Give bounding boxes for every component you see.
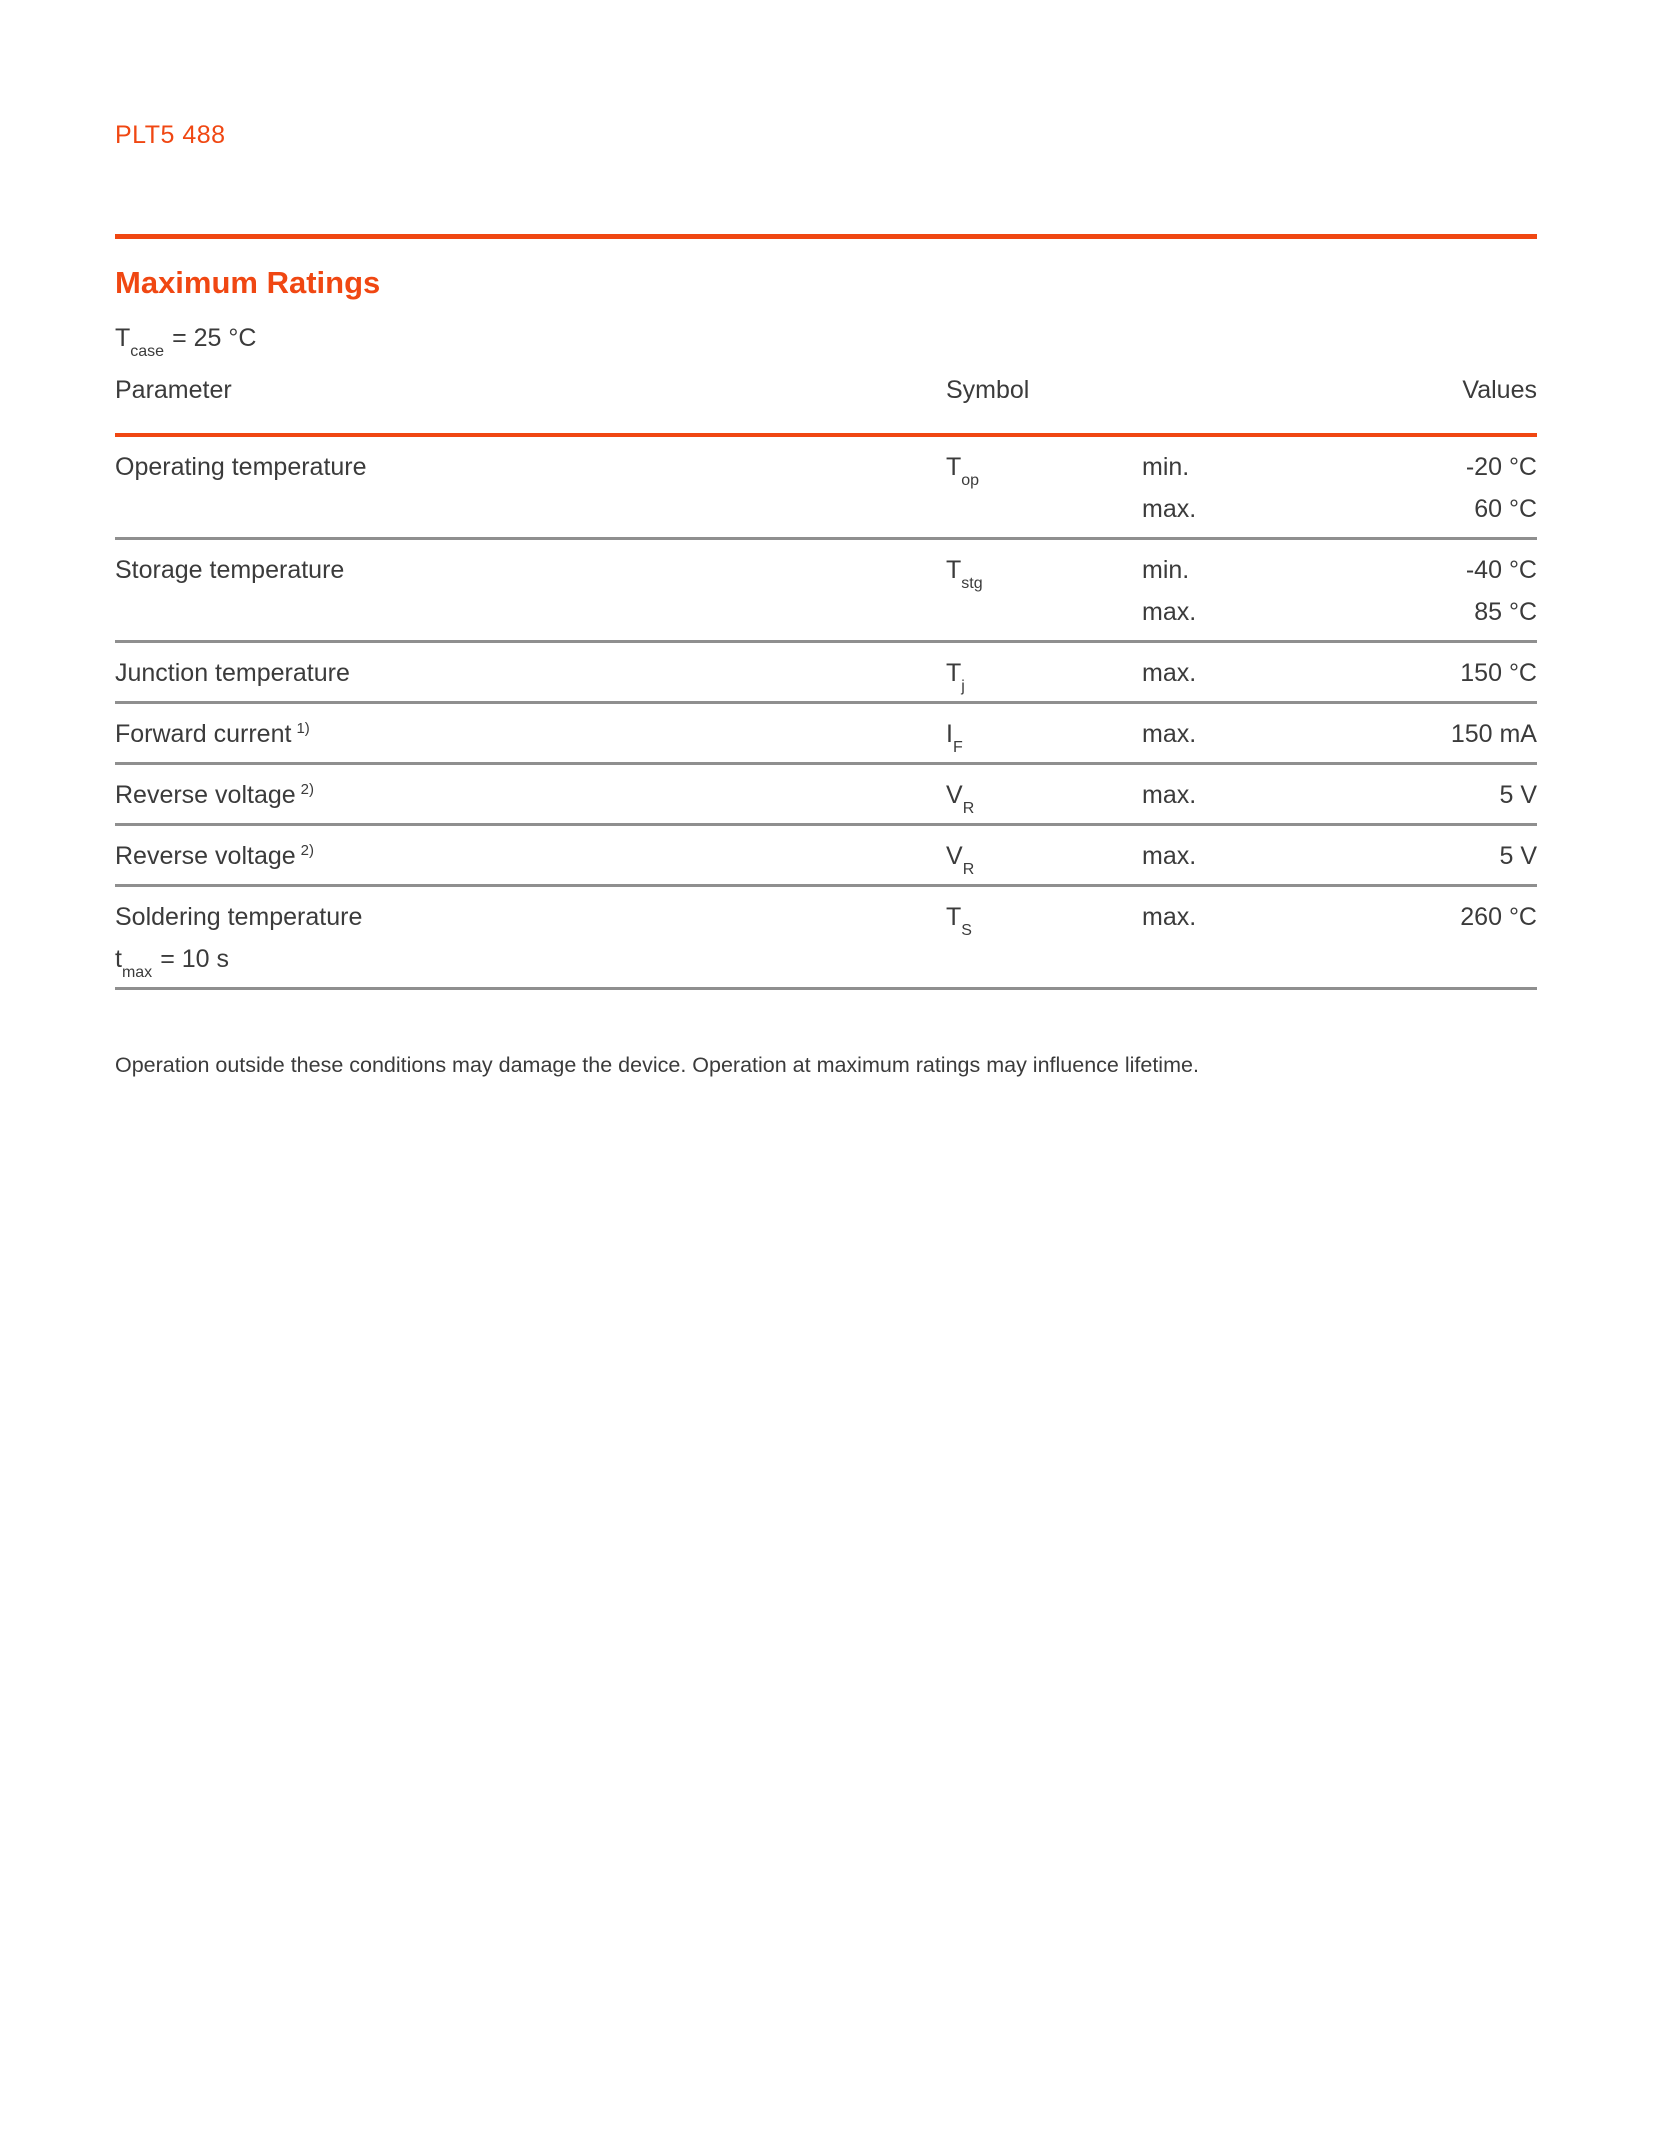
qualifier-label: max.: [1142, 781, 1197, 809]
table-header-row: Parameter Symbol Values: [115, 374, 1537, 406]
parameter-cell: Reverse voltage 2): [115, 774, 946, 816]
header-divider: [115, 234, 1537, 239]
values-cell: min. -40 °C max. 85 °C: [1142, 549, 1537, 633]
condition-value: = 10 s: [160, 945, 229, 973]
symbol-cell: IF: [946, 713, 1142, 756]
values-cell: max. 5 V: [1142, 774, 1537, 816]
table-row: Reverse voltage 2) VR max. 5 V: [115, 826, 1537, 887]
qualifier-label: max.: [1142, 495, 1197, 523]
parameter-label: Operating temperature: [115, 453, 367, 481]
value-text: 60 °C: [1474, 495, 1537, 523]
table-row: Forward current 1) IF max. 150 mA: [115, 704, 1537, 765]
operation-note: Operation outside these conditions may d…: [115, 1053, 1199, 1077]
value-text: 5 V: [1499, 842, 1537, 870]
footnote-marker: 2): [300, 841, 314, 859]
parameter-label: Forward current: [115, 720, 292, 748]
value-entry: min. -40 °C: [1142, 549, 1537, 591]
symbol-base: T: [946, 453, 962, 481]
qualifier-label: min.: [1142, 556, 1190, 584]
symbol-cell: Top: [946, 446, 1142, 530]
symbol-base: V: [946, 781, 963, 809]
condition-subscript: case: [130, 343, 165, 360]
symbol-subscript: R: [962, 861, 975, 878]
parameter-label: Junction temperature: [115, 659, 350, 687]
symbol-subscript: R: [962, 800, 975, 817]
symbol-subscript: stg: [961, 575, 983, 592]
value-entry: max. 5 V: [1142, 835, 1537, 877]
symbol-cell: VR: [946, 774, 1142, 817]
parameter-cell: Forward current 1): [115, 713, 946, 755]
parameter-cell: Reverse voltage 2): [115, 835, 946, 877]
qualifier-label: min.: [1142, 453, 1190, 481]
symbol-subscript: j: [961, 678, 965, 695]
qualifier-label: max.: [1142, 598, 1197, 626]
value-text: 85 °C: [1474, 598, 1537, 626]
parameter-cell: Storage temperature: [115, 549, 946, 633]
qualifier-label: max.: [1142, 903, 1197, 931]
value-entry: max. 260 °C: [1142, 896, 1537, 938]
page-content: PLT5 488 Maximum Ratings Tcase = 25 °C Pa…: [115, 0, 1537, 1079]
value-text: -40 °C: [1465, 556, 1537, 584]
symbol-base: T: [946, 659, 962, 687]
qualifier-label: max.: [1142, 659, 1197, 687]
symbol-base: T: [946, 903, 962, 931]
symbol-cell: Tstg: [946, 549, 1142, 633]
parameter-cell: Soldering temperature tmax = 10 s: [115, 896, 946, 981]
symbol-base: I: [946, 720, 953, 748]
column-header-values: Values: [1462, 376, 1537, 404]
parameter-label: Storage temperature: [115, 556, 345, 584]
value-entry: max. 150 °C: [1142, 652, 1537, 694]
value-entry: min. -20 °C: [1142, 446, 1537, 488]
footnote-marker: 2): [300, 780, 314, 798]
symbol-base: T: [946, 556, 962, 584]
values-cell: max. 5 V: [1142, 835, 1537, 877]
condition-subscript: max: [121, 964, 153, 981]
condition-symbol: t: [115, 945, 122, 973]
parameter-cell: Operating temperature: [115, 446, 946, 530]
symbol-subscript: S: [961, 922, 972, 939]
symbol-subscript: F: [952, 739, 963, 756]
test-condition: Tcase = 25 °C: [115, 322, 1537, 360]
symbol-cell: Tj: [946, 652, 1142, 695]
value-entry: max. 60 °C: [1142, 488, 1537, 530]
symbol-subscript: op: [961, 472, 980, 489]
section-title: Maximum Ratings: [115, 265, 381, 300]
symbol-base: V: [946, 842, 963, 870]
condition-symbol: T: [115, 324, 131, 352]
table-row: Reverse voltage 2) VR max. 5 V: [115, 765, 1537, 826]
value-text: 260 °C: [1460, 903, 1537, 931]
value-entry: max. 85 °C: [1142, 591, 1537, 633]
symbol-cell: TS: [946, 896, 1142, 980]
parameter-condition-line: tmax = 10 s: [115, 938, 946, 981]
value-text: 5 V: [1499, 781, 1537, 809]
value-text: -20 °C: [1465, 453, 1537, 481]
values-cell: max. 150 °C: [1142, 652, 1537, 694]
table-row: Storage temperature Tstg min. -40 °C max.…: [115, 540, 1537, 643]
table-row: Operating temperature Top min. -20 °C max…: [115, 437, 1537, 540]
document-id: PLT5 488: [115, 121, 226, 149]
parameter-label: Reverse voltage: [115, 842, 296, 870]
footnote-marker: 1): [296, 719, 310, 737]
column-header-symbol: Symbol: [946, 376, 1030, 404]
parameter-label-line: Soldering temperature: [115, 896, 946, 938]
qualifier-label: max.: [1142, 720, 1197, 748]
table-row: Junction temperature Tj max. 150 °C: [115, 643, 1537, 704]
parameter-label: Reverse voltage: [115, 781, 296, 809]
values-cell: max. 150 mA: [1142, 713, 1537, 755]
value-entry: max. 150 mA: [1142, 713, 1537, 755]
parameter-label: Soldering temperature: [115, 903, 363, 931]
values-cell: min. -20 °C max. 60 °C: [1142, 446, 1537, 530]
table-row: Soldering temperature tmax = 10 s TS max.…: [115, 887, 1537, 990]
column-header-parameter: Parameter: [115, 376, 232, 404]
table-top-divider: [115, 433, 1537, 437]
value-text: 150 °C: [1460, 659, 1537, 687]
qualifier-label: max.: [1142, 842, 1197, 870]
value-text: 150 mA: [1450, 720, 1537, 748]
values-cell: max. 260 °C: [1142, 896, 1537, 980]
condition-value: = 25 °C: [172, 324, 257, 352]
value-entry: max. 5 V: [1142, 774, 1537, 816]
symbol-cell: VR: [946, 835, 1142, 878]
parameter-cell: Junction temperature: [115, 652, 946, 694]
